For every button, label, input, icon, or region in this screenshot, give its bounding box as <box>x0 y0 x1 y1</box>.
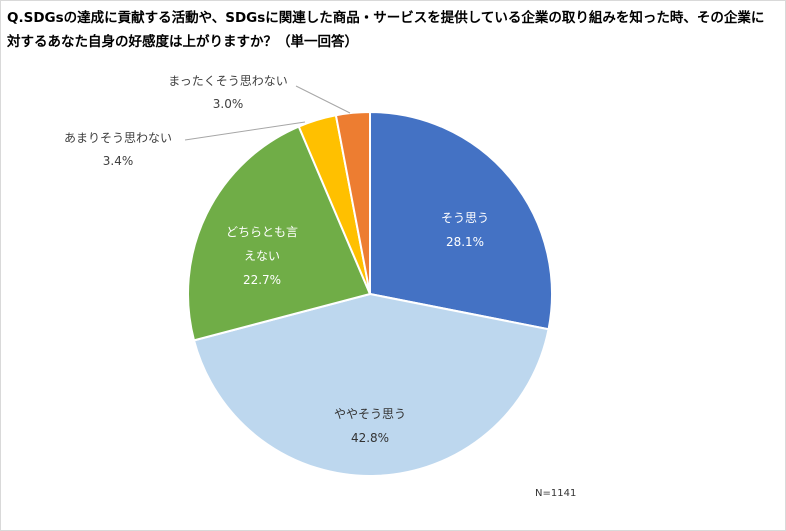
slice-value-dochiratomo-ienai: 22.7% <box>243 273 281 287</box>
slice-value-mattaku-so-omowanai: 3.0% <box>213 97 244 111</box>
leader-line-mattaku-so-omowanai <box>295 85 351 114</box>
slice-value-amari-so-omowanai: 3.4% <box>103 154 134 168</box>
slice-label-mattaku-so-omowanai: まったくそう思わない <box>168 74 288 88</box>
slice-value-so-omou: 28.1% <box>446 235 484 249</box>
slice-label-dochiratomo-ienai-line1: どちらとも言 <box>226 225 298 239</box>
slice-label-so-omou: そう思う <box>441 211 489 225</box>
leader-line-amari-so-omowanai <box>184 121 306 141</box>
sample-size-note: N=1141 <box>535 488 577 499</box>
pie-slice-dochiratomo-ienai <box>187 125 372 342</box>
pie-slice-so-omou <box>369 110 553 331</box>
slice-label-dochiratomo-ienai-line2: えない <box>244 249 280 263</box>
slice-label-amari-so-omowanai: あまりそう思わない <box>64 131 172 145</box>
slice-label-yaya-so-omou: ややそう思う <box>334 407 406 421</box>
pie-slice-mattaku-so-omowanai <box>334 110 371 295</box>
pie-slice-yaya-so-omou <box>192 292 550 477</box>
slice-value-yaya-so-omou: 42.8% <box>351 431 389 445</box>
chart-title: Q.SDGsの達成に貢献する活動や、SDGsに関連した商品・サービスを提供してい… <box>7 10 765 50</box>
